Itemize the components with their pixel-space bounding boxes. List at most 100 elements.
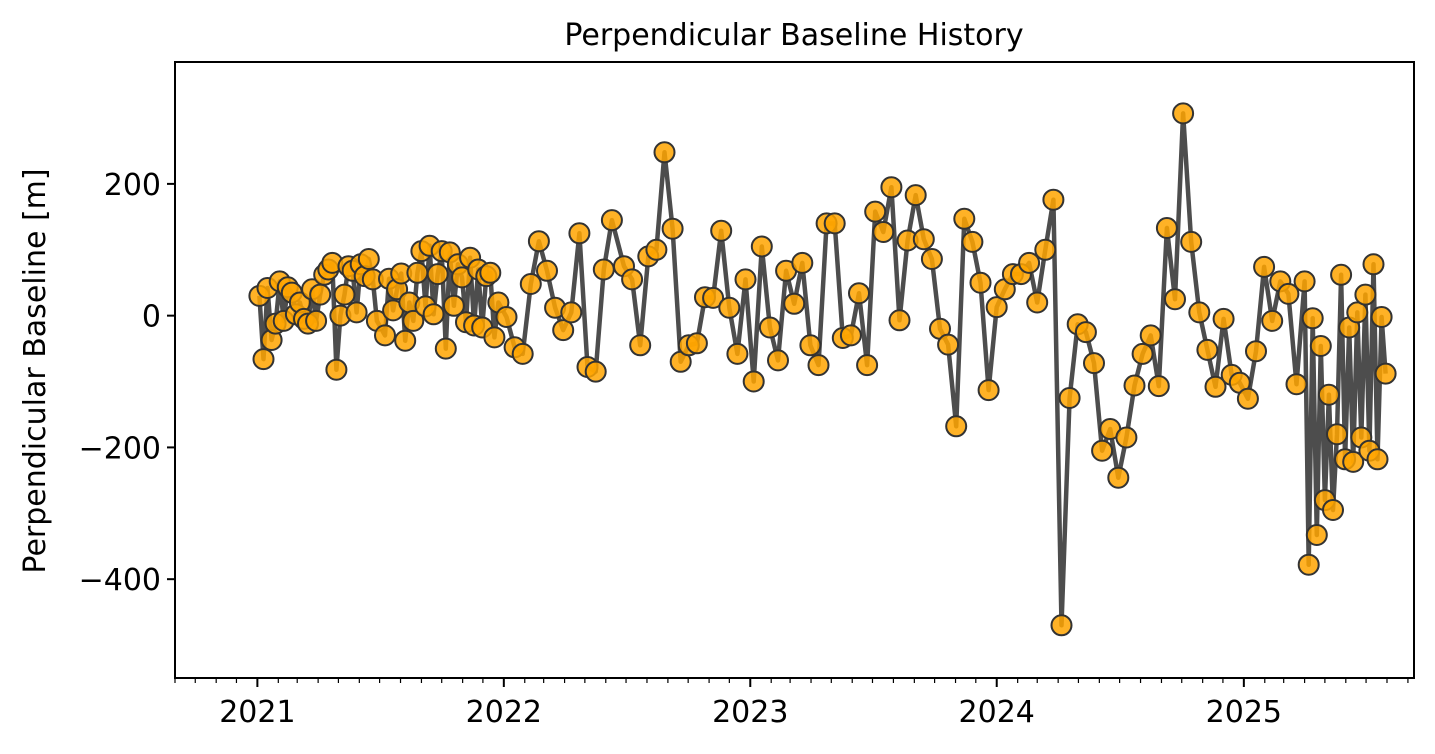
data-point [799,334,822,357]
x-tick-label: 2023 [712,695,788,730]
data-point [1123,374,1146,397]
data-point [1236,387,1259,410]
data-point [309,283,332,306]
data-point [904,184,927,207]
data-point [1018,251,1041,274]
data-point [434,337,457,360]
data-point [333,283,356,306]
data-point [742,370,765,393]
data-point [1330,263,1353,286]
data-point [1370,306,1393,328]
data-point [1083,352,1105,375]
data-point [1050,614,1073,637]
data-point [880,176,903,199]
data-point [864,200,887,223]
chart-title: Perpendicular Baseline History [564,18,1023,53]
data-point [783,292,806,315]
data-point [734,268,757,291]
data-point [1297,553,1320,576]
data-point [718,296,741,319]
data-point [661,217,684,240]
data-point [839,324,862,347]
x-tick-label: 2021 [219,695,295,730]
data-point [1317,383,1340,406]
data-point [552,319,575,342]
data-point [1155,217,1178,239]
data-point [1074,321,1097,344]
data-point [856,354,879,377]
data-point [442,294,465,317]
data-point [1212,307,1235,330]
data-point [1139,324,1162,347]
data-point [1309,335,1332,357]
data-point [767,349,789,372]
data-point [702,286,725,309]
y-tick-label: −200 [79,431,161,466]
data-point [357,248,380,270]
data-point [629,334,652,357]
data-point [985,296,1008,319]
data-point [479,261,502,284]
data-point [1058,387,1081,409]
data-point [1131,342,1154,365]
x-tick-label: 2025 [1206,695,1282,730]
data-point [791,251,814,274]
data-point [345,301,368,324]
data-point [1374,362,1397,385]
data-point [1366,448,1389,471]
y-tick-label: 0 [142,300,161,335]
data-point [710,219,733,242]
data-point [422,303,445,326]
data-point [1354,283,1377,306]
data-point [685,332,708,355]
data-point [1164,288,1186,311]
data-point [653,141,676,164]
data-point [645,238,668,261]
data-point [406,261,429,284]
data-point [536,259,558,282]
data-point [953,207,976,230]
plot-frame [174,61,1415,679]
y-axis-label: Perpendicular Baseline [m] [18,168,53,573]
data-point [1322,499,1344,521]
data-point [568,222,591,245]
data-point [483,326,506,349]
data-point [527,230,550,253]
data-point [920,248,943,270]
axes: −400 −200 0 200 2021 2022 2023 2024 2025 [79,168,1409,730]
data-point [937,333,960,356]
data-point [374,324,396,347]
data-point [1196,338,1219,361]
data-point [1326,423,1348,446]
data-point [600,209,623,232]
data-point [1172,102,1195,125]
x-tick-label: 2022 [466,695,542,730]
data-point [1253,255,1276,278]
data-point [1261,309,1284,332]
data-point [1285,373,1308,396]
data-point [1293,270,1316,293]
data-point [560,301,583,324]
data-point [1362,253,1385,276]
y-tick-label: 200 [104,168,161,203]
data-point [519,273,542,295]
data-point [325,358,348,381]
data-point [1277,282,1300,305]
data-point [1342,450,1365,473]
data-point [1147,375,1170,398]
plot-marks [248,102,1397,637]
data-point [1107,466,1130,489]
data-point [1180,230,1203,253]
data-point [584,360,607,383]
data-point [252,348,275,371]
data-point [394,329,417,352]
data-point [1115,426,1138,449]
data-point [912,228,935,251]
data-point [823,212,846,235]
data-point [807,354,830,377]
data-point [888,309,911,332]
data-point [1026,291,1049,314]
data-point [848,282,870,305]
